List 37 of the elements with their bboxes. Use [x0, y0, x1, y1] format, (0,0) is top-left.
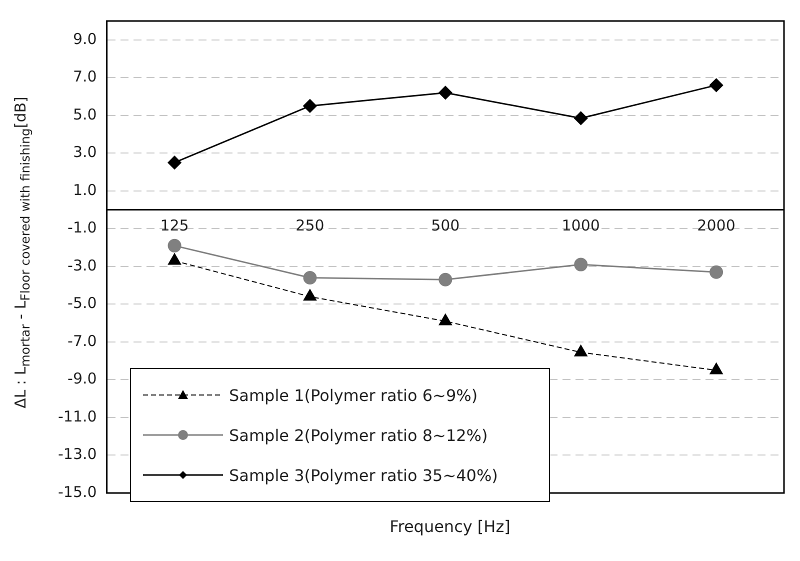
point [710, 78, 724, 92]
x-tick-label: 500 [431, 216, 460, 235]
point [168, 238, 182, 252]
legend-label: Sample 2(Polymer ratio 8~12%) [229, 426, 488, 444]
y-tick-label: -11.0 [58, 407, 97, 426]
point [303, 271, 317, 285]
point [438, 86, 452, 100]
point [710, 362, 723, 374]
point [574, 258, 588, 272]
point [438, 314, 452, 326]
point [710, 265, 724, 279]
point [438, 272, 452, 286]
point [574, 111, 588, 125]
point [168, 253, 182, 265]
y-tick-label: -1.0 [68, 218, 97, 237]
x-axis-title: Frequency [Hz] [388, 517, 512, 536]
y-tick-label: 5.0 [72, 105, 97, 124]
point [574, 344, 588, 356]
y-tick-label: 7.0 [72, 68, 97, 86]
y-tick-label: -7.0 [68, 332, 97, 350]
legend-label: Sample 3(Polymer ratio 35~40%) [229, 466, 498, 484]
point [303, 99, 317, 113]
y-tick-label: -3.0 [68, 256, 97, 274]
y-tick-label: -15.0 [58, 482, 97, 501]
y-tick-label: -5.0 [68, 294, 97, 312]
point [303, 289, 317, 301]
y-tick-label: -9.0 [68, 370, 97, 388]
point [168, 156, 182, 170]
x-tick-label: 125 [160, 216, 189, 235]
x-tick-label: 1000 [562, 216, 600, 235]
x-tick-label: 2000 [697, 216, 736, 235]
legend-label: Sample 1(Polymer ratio 6~9%) [229, 386, 478, 404]
y-tick-label: 1.0 [72, 180, 97, 199]
x-tick-label: 250 [296, 216, 324, 235]
y-tick-label: -13.0 [58, 445, 97, 464]
y-tick-label: 9.0 [72, 30, 97, 48]
y-tick-label: 3.0 [72, 143, 97, 162]
